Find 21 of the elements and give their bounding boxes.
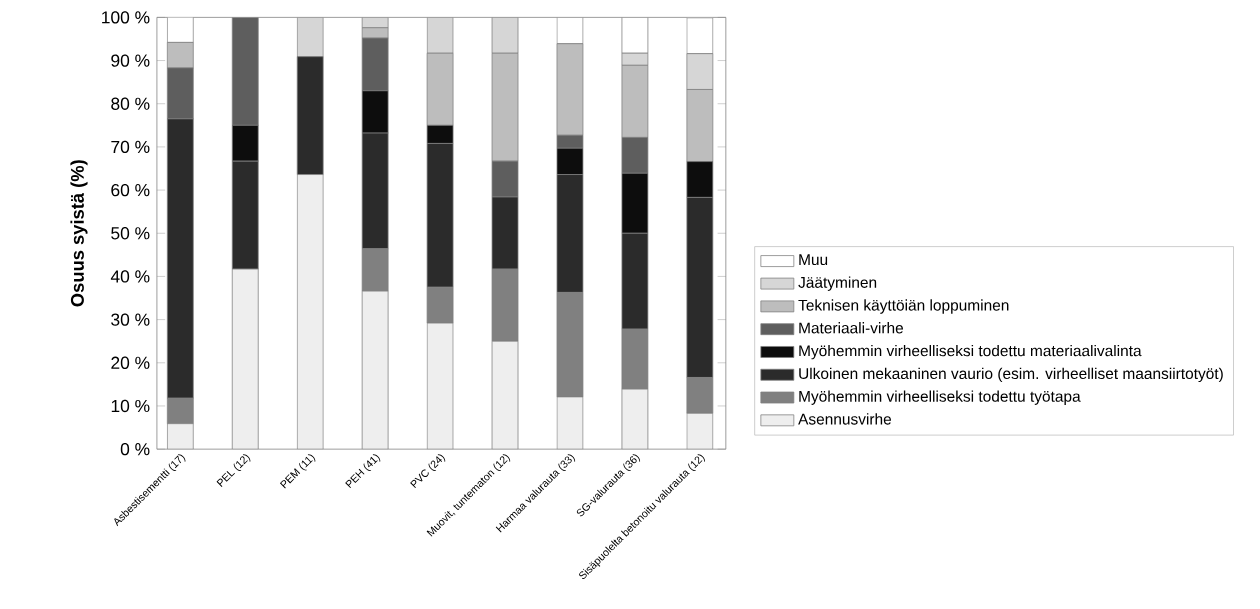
legend-label: Muu [799,254,828,266]
legend-label: Jäätyminen [798,276,877,292]
legend-label: Materiaali-virhe [799,322,904,334]
y-axis-title: Osuus syistä (%) [70,160,88,307]
y-tick-label: 20 % [111,356,150,370]
legend-label: Myöhemmin virheelliseksi todettu työtapa [799,390,1081,406]
y-tick-label: 50 % [111,227,150,240]
y-tick-label: 70 % [111,140,150,154]
x-tick-label: PEL (12) [216,454,251,488]
y-tick-label: 0 % [120,443,150,456]
y-tick-label: 90 % [111,54,150,67]
legend-label: Ulkoinen mekaaninen vaurio (esim. virheelliset maansiirtotyöt) [799,367,1223,383]
legend-label: Teknisen käyttöiän loppuminen [798,299,1009,314]
y-tick-label: 60 % [111,184,150,197]
y-tick-label: 10 % [111,400,150,413]
y-tick-label: 40 % [110,270,150,283]
y-tick-label: 80 % [111,97,150,111]
y-tick-label: 30 % [111,313,150,327]
y-tick-label: 100 % [102,11,150,24]
legend-label: Asennusvirhe [798,413,892,425]
legend-label: Myöhemmin virheelliseksi todettu materiaalivalinta [799,345,1142,360]
